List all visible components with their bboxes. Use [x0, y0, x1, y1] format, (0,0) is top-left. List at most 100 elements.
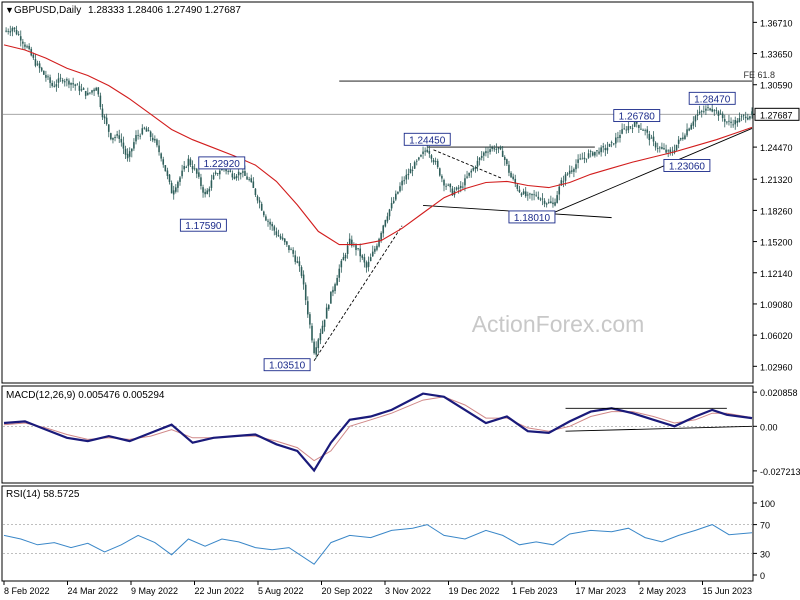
candle-body — [311, 325, 313, 341]
rsi-line — [3, 524, 753, 565]
candle-body — [411, 170, 414, 171]
x-tick-label: 1 Feb 2023 — [512, 586, 558, 596]
price-annotation-box — [688, 91, 736, 105]
candle-body — [139, 135, 141, 137]
candle-body — [640, 128, 642, 130]
candle-body — [665, 149, 667, 153]
candle-body — [141, 128, 144, 135]
candle-body — [663, 148, 665, 150]
candle-body — [401, 180, 403, 186]
candle-body — [472, 167, 475, 171]
candle-body — [625, 129, 628, 131]
candle-body — [17, 34, 20, 35]
candle-body — [451, 188, 454, 196]
candle-body — [439, 168, 441, 176]
dashed-rally-line — [313, 225, 403, 361]
candle-body — [571, 170, 573, 172]
candle-body — [518, 189, 521, 193]
candle-body — [606, 147, 609, 151]
candle-body — [537, 196, 540, 199]
candle-body — [627, 126, 630, 131]
candle-body — [160, 153, 162, 159]
candle-body — [395, 193, 397, 200]
candle-body — [740, 116, 743, 118]
candle-body — [376, 245, 378, 250]
candle-body — [290, 249, 292, 251]
candle-body — [355, 245, 357, 250]
candle-body — [491, 147, 493, 149]
candle-body — [428, 150, 431, 154]
rsi-series — [3, 524, 753, 565]
candle-body — [76, 84, 79, 86]
candle-body — [462, 186, 464, 188]
candle-body — [610, 142, 613, 143]
candle-body — [503, 156, 506, 160]
candle-body — [168, 174, 171, 183]
candle-body — [669, 149, 672, 153]
candle-body — [510, 172, 512, 178]
candle-body — [210, 180, 213, 188]
macd-signal-line — [3, 396, 753, 462]
macd-y-axis: 0.020858 0.00 -0.027213 — [753, 388, 800, 477]
candle-body — [420, 155, 422, 157]
candle-body — [330, 291, 332, 304]
candle-body — [313, 341, 315, 354]
candle-body — [116, 134, 118, 136]
candle-body — [688, 128, 690, 131]
candle-body — [596, 150, 598, 152]
candle-body — [589, 151, 592, 152]
candle-body — [183, 165, 185, 170]
candle-body — [751, 111, 753, 115]
candle-body — [644, 130, 646, 132]
fe-618-label: FE 61.8 — [744, 70, 776, 80]
candle-body — [126, 153, 129, 159]
candle-body — [474, 167, 477, 169]
candle-body — [9, 31, 12, 33]
candle-body — [177, 181, 179, 188]
candle-body — [604, 148, 607, 151]
price-y-tick-label: 1.36710 — [760, 18, 793, 28]
candle-body — [403, 180, 405, 182]
candle-body — [415, 160, 418, 162]
candle-body — [348, 238, 351, 245]
candle-body — [734, 119, 737, 125]
candle-body — [87, 92, 89, 95]
candle-body — [143, 127, 146, 129]
candle-body — [229, 170, 232, 172]
candle-body — [480, 155, 483, 158]
candle-body — [690, 124, 693, 130]
collapse-arrow-icon[interactable]: ▼ — [5, 5, 14, 15]
candle-body — [443, 180, 445, 186]
candle-body — [447, 184, 449, 186]
candle-body — [97, 87, 100, 95]
candle-body — [392, 200, 395, 204]
candle-body — [426, 149, 429, 152]
candle-body — [365, 262, 368, 268]
candle-body — [686, 129, 688, 136]
candle-body — [738, 118, 741, 123]
candle-body — [346, 245, 349, 255]
candle-body — [292, 249, 294, 254]
candle-body — [407, 173, 410, 176]
candle-body — [45, 75, 47, 78]
candle-body — [434, 161, 437, 162]
price-annotations: 1.22920 1.17590 1.03510 1.24450 1.18010 1.267… — [179, 70, 776, 372]
candle-body — [568, 170, 571, 174]
candle-body — [193, 168, 196, 170]
candle-body — [70, 82, 72, 85]
candle-body — [436, 160, 439, 168]
candle-body — [252, 181, 255, 188]
candle-body — [422, 151, 424, 154]
candle-body — [204, 191, 206, 195]
candle-body — [449, 183, 452, 188]
candle-body — [635, 121, 638, 124]
candle-body — [216, 173, 219, 175]
candle-body — [32, 54, 35, 58]
moving-average-series — [3, 44, 753, 246]
candle-body — [7, 31, 9, 32]
candle-body — [212, 175, 215, 180]
candle-body — [652, 136, 655, 142]
candle-body — [206, 190, 209, 194]
macd-y-tick-label: 0.00 — [760, 422, 778, 432]
candle-body — [103, 116, 106, 119]
